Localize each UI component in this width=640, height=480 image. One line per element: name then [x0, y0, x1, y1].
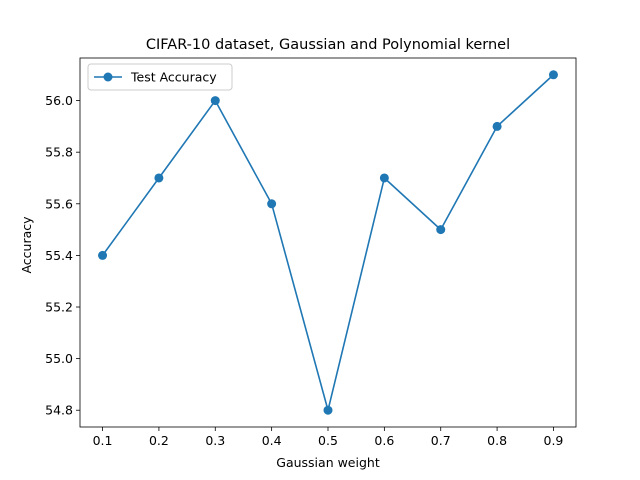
y-tick-label: 55.6 — [45, 196, 73, 211]
data-point — [436, 225, 446, 235]
data-point — [267, 199, 277, 209]
x-tick-label: 0.2 — [149, 433, 169, 448]
x-tick-label: 0.8 — [487, 433, 507, 448]
x-axis-label: Gaussian weight — [276, 455, 380, 470]
x-tick-label: 0.9 — [544, 433, 564, 448]
data-point — [154, 173, 164, 183]
x-tick-label: 0.5 — [318, 433, 338, 448]
legend: Test Accuracy — [87, 63, 233, 91]
data-point — [548, 70, 558, 80]
x-axis: 0.1 0.2 0.3 0.4 0.5 0.6 0.7 0.8 0.9 — [93, 427, 564, 448]
chart-title: CIFAR-10 dataset, Gaussian and Polynomia… — [146, 37, 510, 53]
y-tick-label: 55.8 — [45, 145, 73, 160]
data-point — [323, 405, 333, 415]
legend-box — [87, 63, 233, 91]
x-tick-label: 0.3 — [205, 433, 225, 448]
x-tick-label: 0.7 — [431, 433, 451, 448]
y-tick-label: 55.0 — [45, 351, 73, 366]
data-point — [492, 121, 502, 131]
y-tick-label: 55.2 — [45, 300, 73, 315]
data-point — [379, 173, 389, 183]
data-point — [210, 96, 220, 106]
legend-marker-swatch — [103, 72, 113, 82]
y-tick-label: 55.4 — [45, 248, 73, 263]
y-tick-label: 56.0 — [45, 93, 73, 108]
x-tick-label: 0.6 — [374, 433, 394, 448]
y-axis-label: Accuracy — [19, 216, 34, 274]
x-tick-label: 0.1 — [93, 433, 113, 448]
x-tick-label: 0.4 — [262, 433, 282, 448]
legend-label: Test Accuracy — [130, 70, 217, 85]
y-axis: 54.8 55.0 55.2 55.4 55.6 55.8 56.0 — [45, 93, 80, 418]
y-tick-label: 54.8 — [45, 403, 73, 418]
data-point — [98, 250, 108, 260]
series-layer — [98, 70, 558, 415]
